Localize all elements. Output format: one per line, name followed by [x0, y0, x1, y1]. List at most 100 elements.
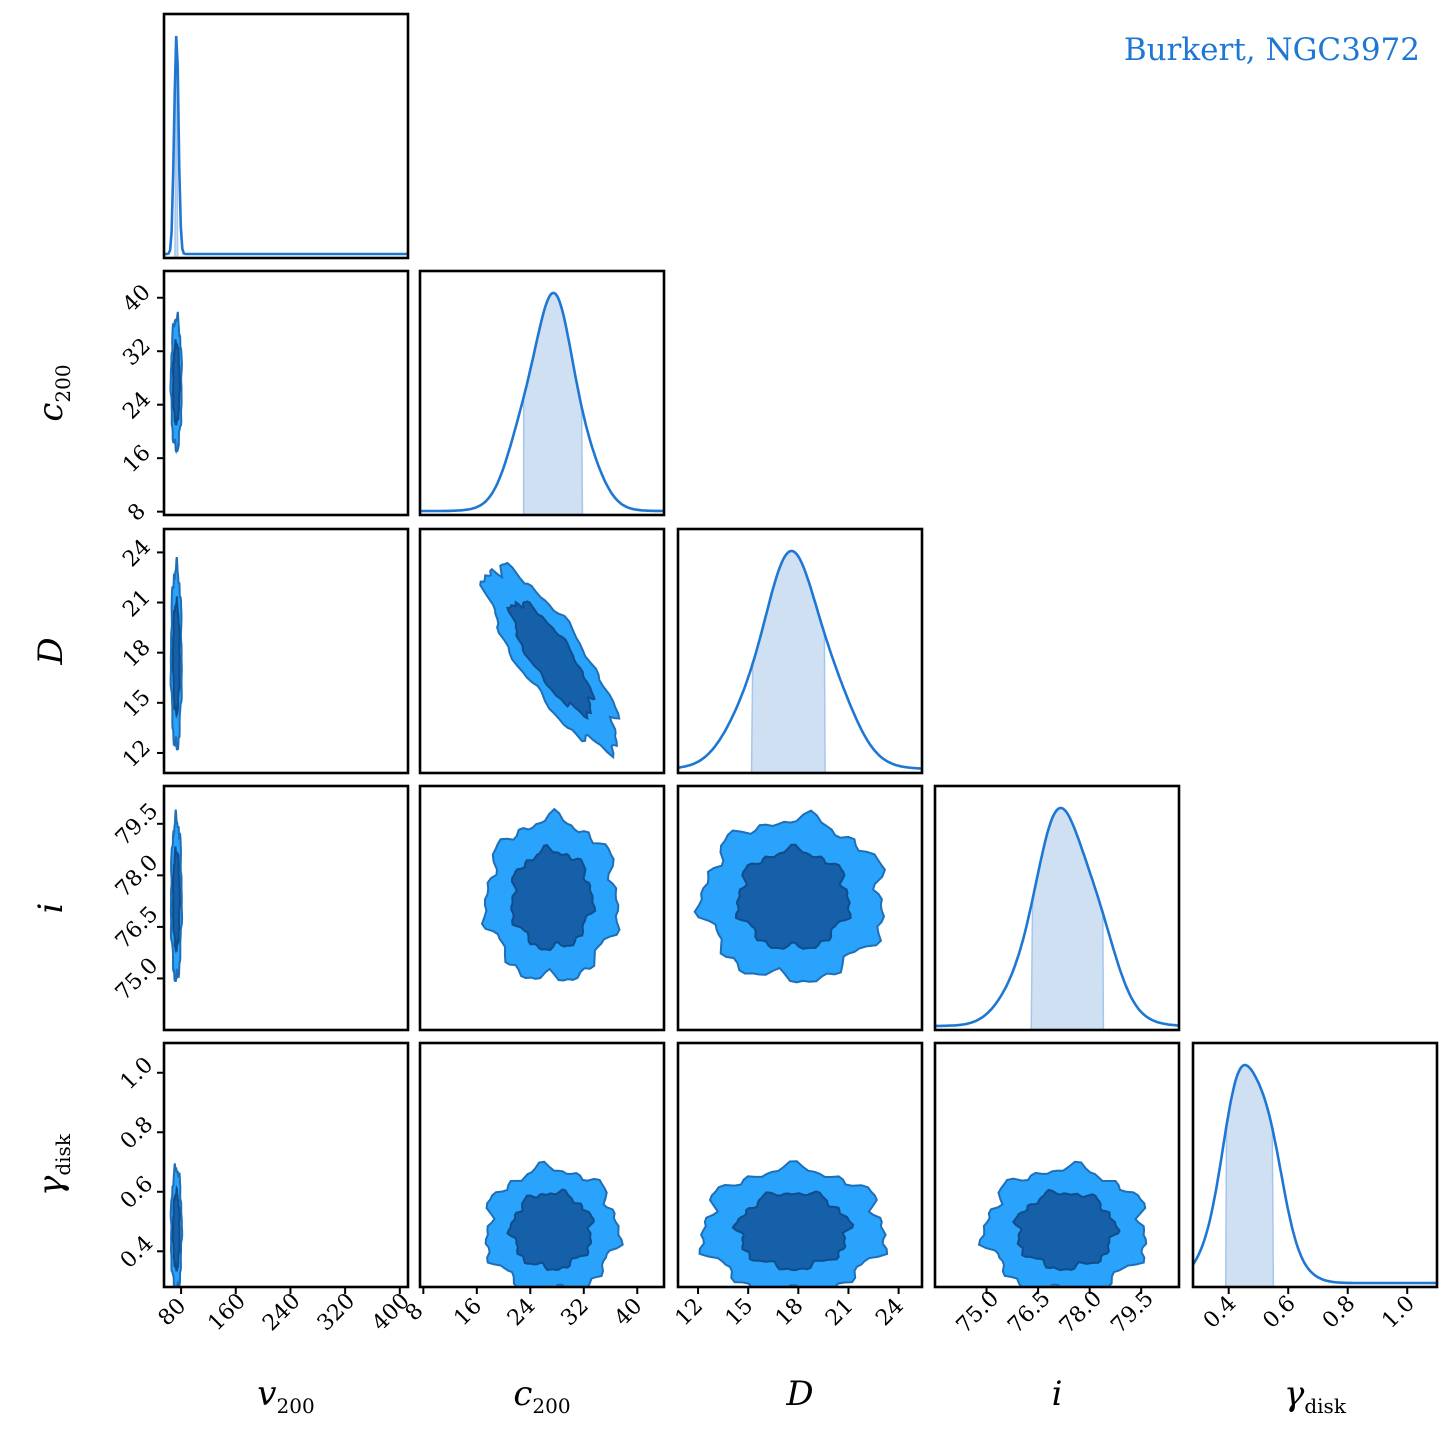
yaxis-label-c200: c200 — [31, 364, 75, 421]
ytick-label-D: 18 — [118, 635, 155, 672]
xtick-label-gamma_disk: 0.4 — [1199, 1291, 1241, 1333]
yaxis-label-D: D — [31, 637, 71, 665]
xtick-label-c200: 32 — [556, 1294, 593, 1331]
panel-frame — [162, 12, 410, 260]
panel-frame — [676, 1041, 924, 1289]
density-line-c200 — [420, 291, 664, 513]
panel-frame — [418, 1041, 666, 1289]
xtick-label-v200: 240 — [258, 1289, 305, 1336]
xtick-label-c200: 16 — [449, 1294, 486, 1331]
ytick-label-i: 76.5 — [111, 902, 163, 954]
ytick-label-c200: 24 — [118, 387, 155, 424]
panel-frame — [418, 527, 666, 775]
panel-i-i — [933, 784, 1181, 1032]
panel-D-D — [676, 527, 924, 775]
hdi-band-c200 — [522, 292, 584, 515]
ytick-label-D: 12 — [118, 735, 155, 772]
contour-inner-v200-i — [171, 846, 181, 954]
panel-v200-i: 75.076.578.079.5 — [111, 784, 410, 1032]
contour-inner-D-gamma_disk — [731, 1190, 855, 1272]
density-line-i — [935, 806, 1179, 1028]
panel-D-i — [676, 784, 924, 1032]
panel-c200-gamma_disk: 8 16 24 32 40 — [401, 1041, 666, 1331]
panel-frame — [1191, 1041, 1439, 1289]
ytick-label-i: 79.5 — [111, 799, 163, 851]
panel-c200-c200 — [418, 269, 666, 517]
density-line-D — [678, 549, 922, 770]
panel-v200-v200 — [162, 12, 410, 260]
contour-inner-v200-gamma_disk — [171, 1184, 181, 1273]
xaxis-label-gamma_disk: γdisk — [1284, 1374, 1347, 1418]
contour-inner-c200-D — [506, 600, 596, 720]
ytick-label-i: 78.0 — [111, 850, 163, 902]
panel-frame — [162, 269, 410, 517]
xtick-label-i: 78.0 — [1055, 1286, 1107, 1338]
ytick-label-gamma_disk: 1.0 — [116, 1053, 158, 1095]
panel-frame — [418, 784, 666, 1032]
xtick-label-v200: 320 — [313, 1289, 360, 1336]
xtick-label-v200: 80 — [154, 1294, 191, 1331]
density-line-v200 — [164, 35, 408, 256]
panel-frame — [162, 527, 410, 775]
ytick-label-gamma_disk: 0.4 — [116, 1231, 158, 1273]
xtick-label-v200: 160 — [203, 1289, 250, 1336]
xtick-label-D: 15 — [721, 1294, 758, 1331]
xtick-label-c200: 40 — [610, 1294, 647, 1331]
panel-v200-c200: 8 16 24 32 40 — [118, 269, 410, 527]
plot-title: Burkert, NGC3972 — [1124, 32, 1420, 68]
panel-c200-D — [418, 527, 666, 775]
ytick-label-c200: 40 — [118, 280, 155, 317]
ytick-label-i: 75.0 — [111, 953, 163, 1005]
xtick-label-D: 24 — [871, 1294, 908, 1331]
contour-inner-i-gamma_disk — [1012, 1188, 1121, 1272]
panel-c200-i — [418, 784, 666, 1032]
xtick-label-gamma_disk: 0.8 — [1318, 1291, 1360, 1333]
contour-inner-v200-c200 — [171, 339, 181, 426]
panel-frame — [933, 1041, 1181, 1289]
ytick-label-gamma_disk: 0.6 — [116, 1172, 158, 1214]
panel-frame — [676, 784, 924, 1032]
xtick-label-i: 79.5 — [1106, 1286, 1158, 1338]
panel-v200-gamma_disk: 0.40.60.81.080 160 240 320 400 — [116, 1041, 415, 1336]
panel-frame — [676, 527, 924, 775]
hdi-band-v200 — [174, 35, 179, 258]
panel-frame — [162, 1041, 410, 1289]
xtick-label-gamma_disk: 1.0 — [1377, 1291, 1419, 1333]
hdi-band-i — [1030, 807, 1105, 1030]
contour-inner-c200-gamma_disk — [506, 1188, 595, 1272]
panel-frame — [933, 784, 1181, 1032]
contour-inner-c200-i — [510, 843, 597, 952]
xtick-label-D: 21 — [821, 1294, 858, 1331]
yaxis-label-i: i — [31, 903, 71, 914]
ytick-label-D: 24 — [118, 535, 155, 572]
density-line-gamma_disk — [1193, 1063, 1437, 1285]
ytick-label-c200: 32 — [118, 334, 155, 371]
xtick-label-D: 18 — [771, 1294, 808, 1331]
xaxis-label-D: D — [785, 1374, 813, 1414]
xtick-label-c200: 24 — [503, 1294, 540, 1331]
ytick-label-gamma_disk: 0.8 — [116, 1112, 158, 1154]
xtick-label-i: 75.0 — [952, 1286, 1004, 1338]
yaxis-label-gamma_disk: γdisk — [31, 1133, 75, 1196]
contour-inner-v200-D — [171, 596, 181, 719]
panel-frame — [162, 784, 410, 1032]
xtick-label-D: 12 — [671, 1294, 708, 1331]
ytick-label-c200: 16 — [118, 441, 155, 478]
panel-gamma_disk-gamma_disk: 0.4 0.6 0.8 1.0 — [1191, 1041, 1439, 1334]
ytick-label-D: 15 — [118, 685, 155, 722]
panel-v200-D: 12 15 18 21 24 — [118, 527, 410, 775]
xtick-label-i: 76.5 — [1003, 1286, 1055, 1338]
xaxis-label-v200: v200 — [257, 1374, 314, 1418]
panel-D-gamma_disk: 12 15 18 21 24 — [671, 1041, 924, 1331]
hdi-band-D — [750, 550, 826, 773]
panel-frame — [418, 269, 666, 517]
xaxis-label-c200: c200 — [513, 1374, 570, 1418]
xtick-label-gamma_disk: 0.6 — [1258, 1291, 1300, 1333]
hdi-band-gamma_disk — [1224, 1064, 1275, 1287]
contour-inner-D-i — [734, 843, 852, 950]
panel-i-gamma_disk: 75.0 76.5 78.0 79.5 — [933, 1041, 1181, 1339]
ytick-label-D: 21 — [118, 585, 155, 622]
ytick-label-c200: 8 — [123, 499, 151, 527]
xaxis-label-i: i — [1052, 1374, 1063, 1414]
